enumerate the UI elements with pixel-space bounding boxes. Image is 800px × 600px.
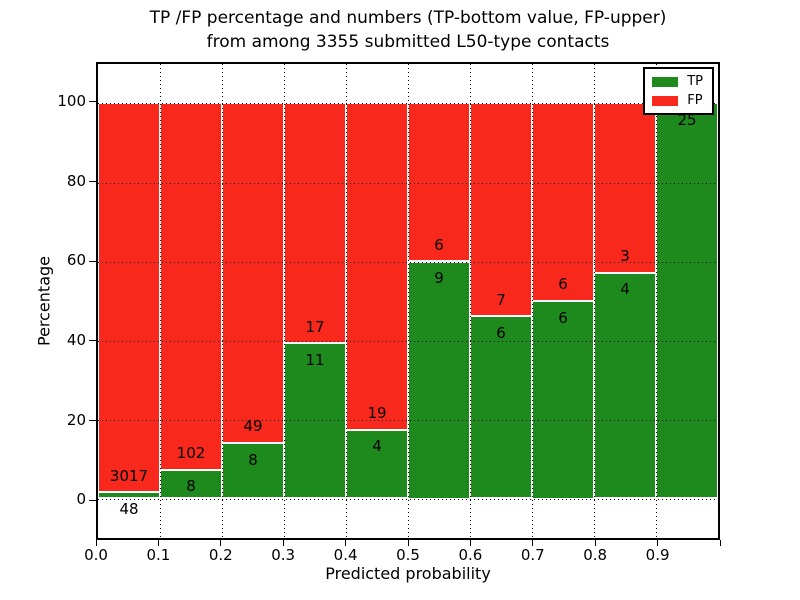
- x-axis-tick: [95, 540, 97, 546]
- fp-bar-segment: [470, 103, 532, 317]
- fp-bar-segment: [160, 103, 222, 470]
- tp-count-label: 4: [372, 437, 382, 456]
- x-axis-tick: [532, 540, 534, 546]
- x-tick-label: 0.9: [645, 546, 670, 564]
- y-axis-tick: [89, 101, 96, 103]
- x-axis-label: Predicted probability: [325, 564, 491, 583]
- legend-label-fp: FP: [687, 93, 703, 108]
- tp-bar-segment: [656, 103, 718, 499]
- x-axis-tick: [469, 540, 471, 546]
- fp-count-label: 3: [620, 247, 630, 266]
- y-axis-tick: [89, 260, 96, 262]
- x-axis-tick: [157, 540, 159, 546]
- x-tick-label: 0.1: [146, 546, 171, 564]
- x-tick-label: 0.2: [208, 546, 233, 564]
- y-tick-label: 20: [66, 410, 86, 429]
- tp-count-label: 9: [434, 269, 444, 288]
- tp-count-label: 8: [248, 450, 258, 469]
- fp-swatch-icon: [652, 95, 679, 106]
- fp-count-label: 17: [305, 317, 325, 336]
- fp-bar-segment: [98, 103, 160, 493]
- fp-count-label: 49: [243, 417, 263, 436]
- x-axis-tick: [594, 540, 596, 546]
- fp-bar-segment: [408, 103, 470, 262]
- tp-count-label: 6: [558, 308, 568, 327]
- x-tick-label: 0.6: [458, 546, 483, 564]
- tp-count-label: 8: [186, 477, 196, 496]
- fp-count-label: 7: [496, 290, 506, 309]
- tp-count-label: 6: [496, 323, 506, 342]
- y-axis-tick: [89, 420, 96, 421]
- tp-bar-segment: [346, 429, 408, 499]
- y-tick-label: 100: [57, 91, 86, 110]
- tp-bar-segment: [594, 272, 656, 499]
- legend: TP FP: [643, 67, 714, 115]
- chart-title-line2: from among 3355 submitted L50-type conta…: [206, 32, 610, 52]
- y-tick-label: 60: [66, 251, 86, 270]
- tp-bar-segment: [98, 492, 160, 499]
- tp-count-label: 25: [677, 111, 697, 130]
- x-tick-label: 0.3: [271, 546, 296, 564]
- plot-area: 3017 48 102 8 49 8 17 11 19 4 6 9 7 6 6 6 3 4 25 TP FP: [96, 62, 720, 540]
- tp-bar-segment: [284, 343, 346, 499]
- fp-count-label: 102: [176, 444, 206, 463]
- y-tick-label: 40: [66, 330, 86, 349]
- tp-swatch-icon: [652, 76, 679, 87]
- bars-layer: [98, 64, 718, 538]
- x-tick-label: 0.8: [583, 546, 608, 564]
- bar-value-labels-layer: 3017 48 102 8 49 8 17 11 19 4 6 9 7 6 6 6 3 4 25: [98, 64, 718, 538]
- x-tick-label: 0.5: [396, 546, 420, 564]
- x-axis-tick: [719, 540, 721, 546]
- x-tick-label: 0.7: [520, 546, 545, 564]
- legend-item-tp: TP: [652, 75, 703, 88]
- fp-bar-segment: [532, 103, 594, 301]
- y-tick-label: 0: [76, 490, 86, 509]
- x-axis-tick: [220, 540, 222, 546]
- y-axis-tick: [89, 340, 96, 342]
- y-axis-tick: [89, 499, 96, 501]
- tp-count-label: 11: [305, 350, 325, 369]
- fp-count-label: 3017: [109, 466, 149, 485]
- x-axis-tick: [345, 540, 347, 546]
- fp-count-label: 6: [434, 235, 444, 254]
- x-tick-label: 0.0: [84, 546, 108, 564]
- x-axis-tick: [657, 540, 659, 546]
- chart-title: TP /FP percentage and numbers (TP-bottom…: [96, 6, 720, 54]
- fp-count-label: 19: [367, 404, 387, 423]
- x-tick-label: 0.4: [333, 546, 358, 564]
- tp-bar-segment: [532, 301, 594, 499]
- tp-bar-segment: [222, 443, 284, 499]
- fp-bar-segment: [284, 103, 346, 344]
- y-axis-tick: [89, 181, 96, 182]
- fp-bar-segment: [346, 103, 408, 430]
- fp-count-label: 6: [558, 275, 568, 294]
- tp-count-label: 48: [119, 499, 139, 518]
- x-axis-tick: [407, 540, 409, 546]
- legend-item-fp: FP: [652, 94, 703, 107]
- x-axis-tick: [282, 540, 284, 546]
- y-tick-label: 80: [66, 171, 86, 190]
- fp-bar-segment: [594, 103, 656, 273]
- legend-label-tp: TP: [687, 74, 703, 89]
- chart-title-line1: TP /FP percentage and numbers (TP-bottom…: [149, 8, 667, 28]
- tp-count-label: 4: [620, 280, 630, 299]
